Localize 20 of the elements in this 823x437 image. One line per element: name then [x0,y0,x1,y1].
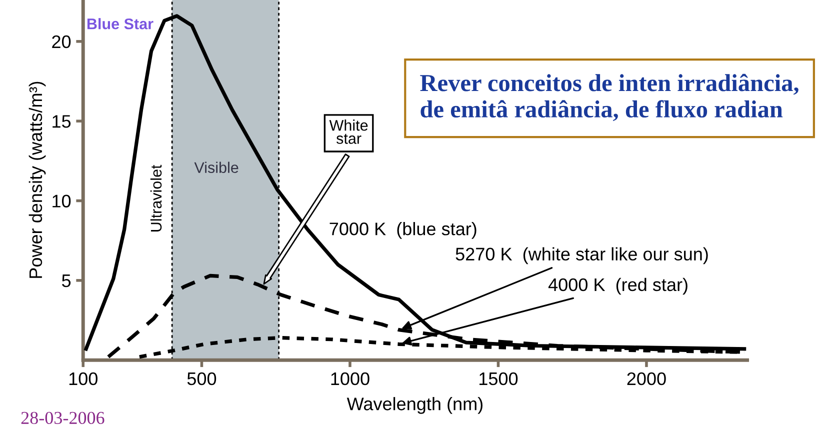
x-tick-label: 2000 [627,372,666,386]
annotation: White star [329,120,368,144]
y-tick-label: 10 [52,194,71,208]
x-tick-label: 1000 [331,372,370,386]
y-tick-label: 15 [52,115,71,128]
x-tick-label: 500 [187,372,216,386]
band-label: Visible [194,162,238,173]
text: 28-03-2006 [21,412,104,424]
text: 4000 K (red star) [548,278,688,295]
y-tick-label: 20 [52,35,71,48]
series-label: 7000 K (blue star) [330,222,476,239]
ref-line-label: Ultraviolet [150,164,162,232]
annotation: Rever conceitos de inten irradiância, de emitâ radiância, de fluxo radian [420,74,798,122]
x-tick-label: 1500 [480,372,518,386]
y-axis-title: Power density (watts/m³) [28,82,46,278]
x-axis-title: Wavelength (nm) [346,397,482,414]
annotation: Blue Star [87,18,154,30]
x-tick-label: 100 [69,372,98,386]
y-tick-label: 5 [62,274,71,288]
text: 5270 K (white star like our sun) [456,247,708,264]
